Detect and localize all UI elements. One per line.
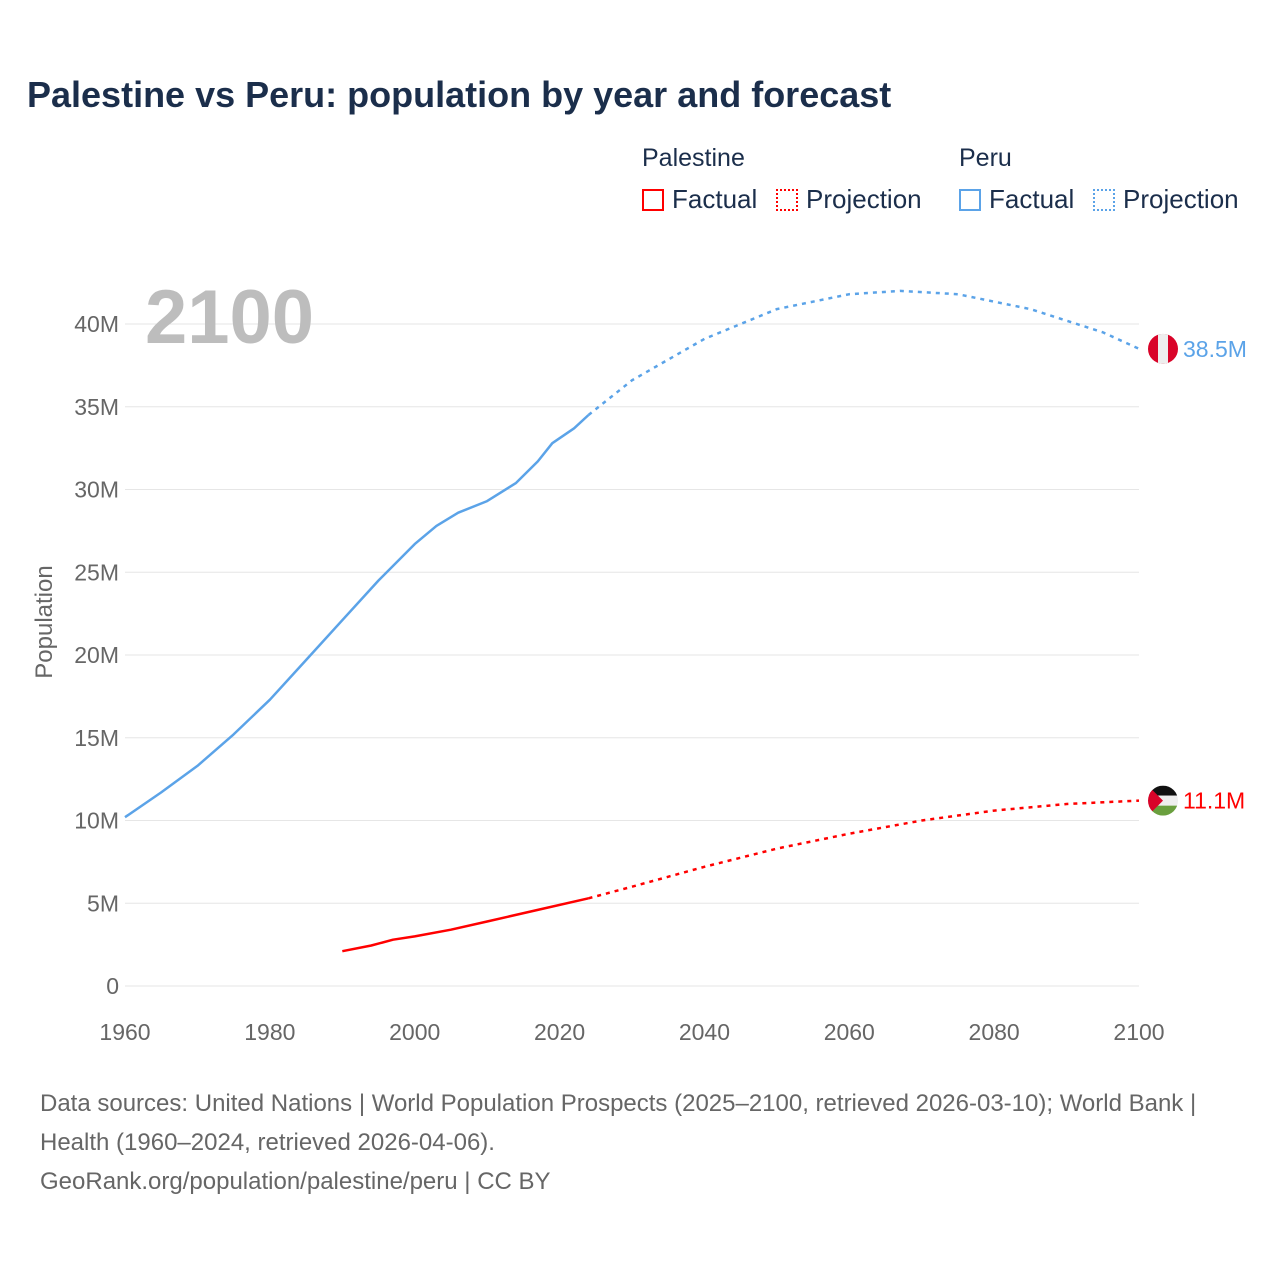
x-tick-label: 1960 [99,1019,150,1045]
x-tick-label: 2080 [969,1019,1020,1045]
y-tick-label: 5M [87,890,119,916]
y-axis-label: Population [31,565,58,678]
y-tick-label: 15M [74,725,119,751]
legend-palestine-factual[interactable]: Factual [642,184,757,215]
x-tick-label: 2060 [824,1019,875,1045]
legend-label: Projection [1123,184,1239,214]
legend-peru-factual[interactable]: Factual [959,184,1074,215]
x-tick-label: 2000 [389,1019,440,1045]
peru-end-label: 38.5M [1183,336,1247,362]
year-label: 2100 [145,275,314,360]
palestine-projection-line [588,799,1140,900]
x-tick-label: 2100 [1113,1019,1164,1045]
x-tick-label: 2040 [679,1019,730,1045]
legend-label: Factual [672,184,758,214]
palestine-flag-icon [1148,785,1178,816]
legend-label: Projection [806,184,922,214]
x-tick-label: 1980 [244,1019,295,1045]
legend-label: Factual [989,184,1075,214]
peru-flag-icon [1148,333,1178,364]
peru-projection-line [587,289,1140,416]
y-tick-label: 35M [74,394,119,420]
y-tick-label: 10M [74,808,119,834]
legend-peru-projection[interactable]: Projection [1093,184,1239,215]
legend-group-palestine: Palestine [642,144,745,172]
y-tick-label: 40M [74,311,119,337]
y-tick-label: 30M [74,477,119,503]
y-tick-label: 20M [74,642,119,668]
credit: GeoRank.org/population/palestine/peru | … [40,1168,551,1195]
x-tick-label: 2020 [534,1019,585,1045]
legend-group-peru: Peru [959,144,1012,172]
chart-title: Palestine vs Peru: population by year an… [27,74,892,115]
peru-factual-line [124,414,590,819]
palestine-factual-line [342,897,589,953]
legend-palestine-projection[interactable]: Projection [776,184,922,215]
y-tick-label: 25M [74,559,119,585]
y-tick-label: 0 [106,973,119,999]
palestine-end-label: 11.1M [1183,788,1245,814]
data-sources: Data sources: United Nations | World Pop… [40,1090,1197,1156]
